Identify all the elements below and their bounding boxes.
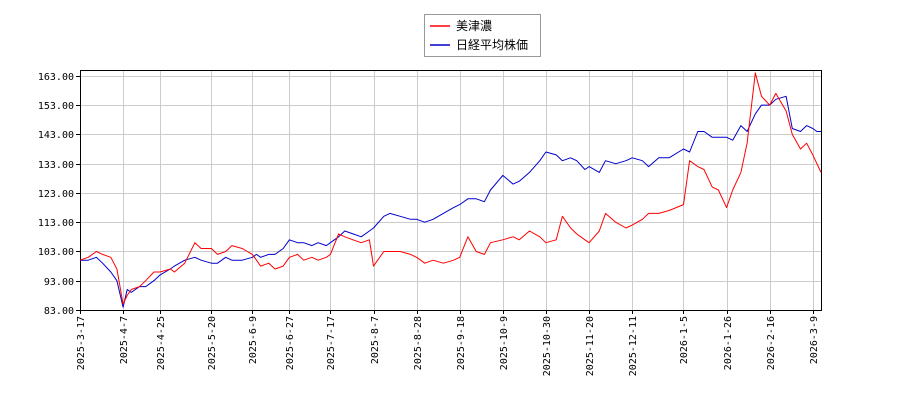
x-tick-label: 2026-1-5 xyxy=(679,316,690,364)
y-tick-label: 163.00 xyxy=(38,72,74,83)
x-tick-label: 2025-7-17 xyxy=(326,316,337,370)
y-tick-label: 93.00 xyxy=(44,277,74,288)
x-tick-label: 2026-2-16 xyxy=(766,316,777,370)
x-tick-label: 2025-4-25 xyxy=(156,316,167,370)
legend-label-nikkei: 日経平均株価 xyxy=(456,37,528,52)
y-tick-label: 153.00 xyxy=(38,101,74,112)
y-tick-label: 83.00 xyxy=(44,306,74,317)
x-tick-label: 2025-4-7 xyxy=(119,316,130,364)
x-tick-label: 2025-8-28 xyxy=(413,316,424,370)
y-tick-label: 103.00 xyxy=(38,247,74,258)
x-tick-label: 2025-3-17 xyxy=(76,316,87,370)
x-tick-label: 2025-6-9 xyxy=(248,316,259,364)
x-tick-label: 2026-3-9 xyxy=(809,316,820,364)
y-tick-label: 143.00 xyxy=(38,130,74,141)
y-axis: 83.00 93.00 103.00 113.00 123.00 133.00 143.00… xyxy=(38,72,80,317)
legend-label-mizuno: 美津濃 xyxy=(456,19,492,33)
y-tick-label: 113.00 xyxy=(38,218,74,229)
series-line-mizuno xyxy=(79,72,822,305)
y-tick-label: 133.00 xyxy=(38,160,74,171)
x-tick-label: 2025-8-7 xyxy=(370,316,381,364)
x-tick-label: 2025-10-30 xyxy=(542,316,553,376)
x-tick-label: 2025-5-20 xyxy=(207,316,218,370)
x-tick-label: 2025-6-27 xyxy=(285,316,296,370)
x-axis: 2025-3-17 2025-4-7 2025-4-25 2025-5-20 2025-… xyxy=(76,310,820,376)
grid-lines xyxy=(80,70,821,311)
series-line-nikkei xyxy=(80,95,821,308)
x-tick-label: 2025-12-11 xyxy=(628,316,639,376)
y-tick-label: 123.00 xyxy=(38,189,74,200)
x-tick-label: 2026-1-26 xyxy=(723,316,734,370)
x-tick-label: 2025-9-18 xyxy=(456,316,467,370)
legend: 美津濃 日経平均株価 xyxy=(424,14,541,57)
plot-area xyxy=(80,70,822,311)
legend-box xyxy=(424,14,541,57)
series-lines xyxy=(79,72,822,308)
x-tick-label: 2025-11-20 xyxy=(585,316,596,376)
x-tick-label: 2025-10-9 xyxy=(499,316,510,370)
